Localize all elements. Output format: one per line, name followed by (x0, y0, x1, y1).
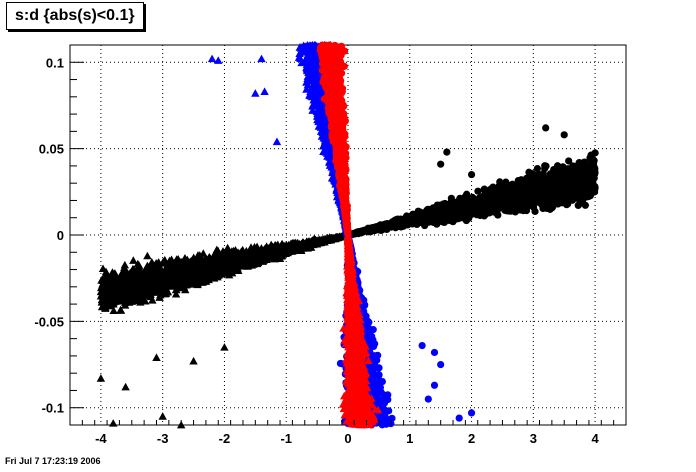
data-point (566, 178, 574, 186)
data-point (568, 195, 577, 203)
data-point (383, 220, 391, 228)
data-point (573, 162, 581, 170)
data-point (582, 193, 590, 201)
data-point (586, 173, 594, 181)
data-point (568, 170, 576, 178)
data-point (438, 207, 446, 215)
data-point (443, 148, 451, 156)
data-point (368, 225, 376, 233)
data-point (511, 194, 519, 202)
data-point (408, 216, 416, 224)
data-point (550, 165, 558, 174)
data-point (542, 124, 550, 132)
data-point (533, 164, 542, 173)
data-point (474, 207, 482, 215)
data-point (551, 178, 559, 187)
data-point (546, 193, 554, 201)
data-point (581, 201, 589, 209)
data-point (591, 149, 599, 157)
data-point (556, 190, 564, 199)
data-point (391, 222, 399, 230)
data-point (426, 211, 434, 220)
data-point (553, 172, 561, 180)
data-point (532, 176, 540, 184)
data-point (561, 168, 569, 176)
data-point (439, 215, 447, 223)
data-point (501, 185, 509, 194)
data-point (560, 131, 568, 139)
data-point (528, 199, 536, 207)
data-point (416, 214, 424, 222)
data-point (520, 201, 528, 209)
data-point (474, 187, 482, 195)
data-point (483, 209, 491, 217)
data-point (557, 178, 565, 187)
data-point (496, 195, 504, 203)
data-point (356, 228, 364, 236)
data-point (574, 201, 582, 210)
data-point (453, 212, 461, 220)
data-point (476, 199, 484, 207)
data-point (463, 194, 471, 202)
data-point (446, 210, 454, 218)
data-point (522, 182, 530, 190)
data-point (514, 181, 522, 189)
data-point (525, 168, 533, 176)
data-point (467, 170, 476, 179)
data-point (539, 204, 547, 213)
data-point (521, 194, 529, 202)
data-points (96, 40, 599, 429)
chart-title: s:d {abs(s)<0.1} (6, 2, 144, 30)
data-point (548, 200, 556, 208)
data-point (541, 162, 549, 170)
data-point (533, 191, 541, 199)
data-point (452, 203, 460, 211)
data-point (502, 199, 511, 207)
data-point (462, 209, 470, 217)
data-point (542, 181, 550, 189)
data-point (531, 207, 539, 216)
data-point (437, 160, 445, 168)
data-point (531, 184, 539, 193)
